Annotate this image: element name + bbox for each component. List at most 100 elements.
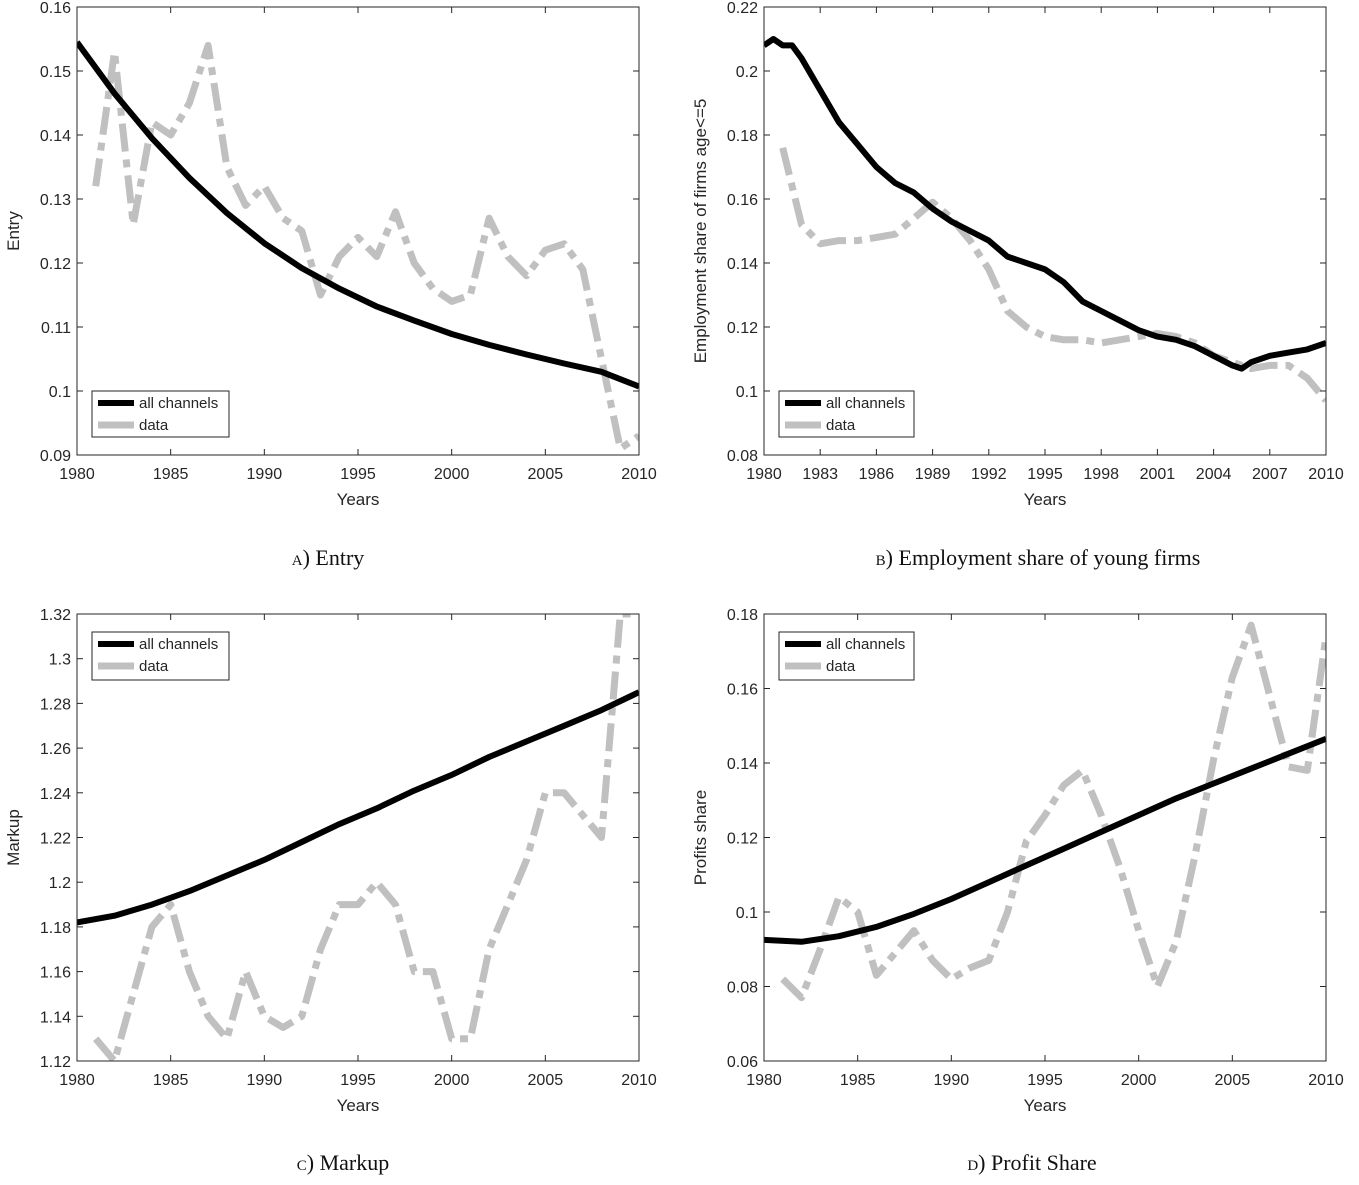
x-tick-label: 2010 (621, 466, 657, 483)
x-tick-label: 1992 (971, 466, 1007, 483)
caption-c-text: Markup (319, 1150, 390, 1175)
caption-a-text: Entry (315, 545, 365, 570)
legend: all channels data (91, 390, 230, 438)
y-tick-label: 0.18 (727, 128, 758, 145)
y-tick-label: 1.26 (40, 741, 71, 758)
y-tick-label: 1.22 (40, 831, 71, 848)
y-tick-label: 1.18 (40, 920, 71, 937)
series-line-data (779, 146, 1326, 403)
caption-c: c) Markup (296, 1150, 390, 1175)
y-axis-label: Markup (4, 809, 23, 866)
y-tick-label: 0.2 (736, 64, 758, 81)
y-tick-label: 0.12 (40, 256, 71, 273)
x-axis-label: Years (1024, 1096, 1067, 1115)
legend-box (91, 631, 230, 681)
x-tick-label: 1983 (802, 466, 838, 483)
series-line-all-channels (764, 736, 1326, 945)
caption-a: a) Entry (291, 545, 365, 570)
y-tick-label: 0.16 (40, 0, 71, 17)
legend: all channels data (778, 631, 915, 681)
y-tick-label: 0.1 (736, 905, 758, 922)
x-tick-label: 1980 (746, 466, 782, 483)
y-tick-label: 0.08 (727, 980, 758, 997)
legend-label: data (139, 658, 169, 675)
y-tick-label: 0.12 (727, 320, 758, 337)
y-tick-label: 1.24 (40, 786, 71, 803)
x-tick-label: 1980 (59, 1072, 95, 1089)
legend-label: data (826, 417, 856, 434)
y-tick-label: 0.15 (40, 64, 71, 81)
x-tick-label: 2007 (1252, 466, 1288, 483)
y-tick-label: 1.3 (49, 652, 71, 669)
y-tick-label: 1.2 (49, 875, 71, 892)
caption-b-letter: b (875, 545, 886, 570)
legend-box (91, 390, 230, 438)
axes-box (76, 613, 640, 1062)
x-tick-label: 1995 (340, 466, 376, 483)
x-tick-label: 2005 (528, 1072, 564, 1089)
x-tick-label: 1985 (840, 1072, 876, 1089)
x-tick-label: 1980 (746, 1072, 782, 1089)
series-group (764, 621, 1326, 1002)
y-tick-label: 0.1 (736, 384, 758, 401)
series-line-all-channels (77, 689, 639, 926)
series-line-all-channels (77, 40, 639, 390)
x-axis-label: Years (337, 490, 380, 509)
caption-d-letter: d (967, 1150, 979, 1175)
x-tick-label: 2005 (528, 466, 564, 483)
x-tick-label: 1990 (934, 1072, 970, 1089)
x-tick-label: 1985 (153, 466, 189, 483)
y-tick-label: 1.14 (40, 1009, 71, 1026)
y-tick-label: 0.14 (727, 756, 758, 773)
x-tick-label: 2004 (1196, 466, 1232, 483)
y-tick-label: 1.12 (40, 1054, 71, 1071)
y-tick-label: 0.22 (727, 0, 758, 17)
y-tick-label: 0.16 (727, 192, 758, 209)
x-tick-label: 2000 (434, 1072, 470, 1089)
axes-box (76, 6, 640, 456)
y-tick-label: 0.12 (727, 831, 758, 848)
legend-label: all channels (826, 395, 905, 412)
x-tick-label: 1995 (340, 1072, 376, 1089)
legend-label: data (139, 417, 169, 434)
y-tick-label: 1.32 (40, 607, 71, 624)
x-tick-label: 1998 (1083, 466, 1119, 483)
series-line-all-channels (764, 36, 1326, 372)
x-tick-label: 2000 (434, 466, 470, 483)
x-tick-label: 1980 (59, 466, 95, 483)
chart-markup: 1980 1985 1990 1995 2000 2005 2010 1.12 1.14 1.16… (4, 607, 657, 1115)
y-tick-label: 0.09 (40, 448, 71, 465)
legend-label: all channels (826, 636, 905, 653)
x-tick-label: 1990 (247, 1072, 283, 1089)
series-group (764, 36, 1326, 403)
x-tick-label: 1989 (915, 466, 951, 483)
axes-box (763, 613, 1327, 1062)
legend: all channels data (778, 390, 915, 438)
y-axis-label: Employment share of firms age<=5 (691, 99, 710, 364)
legend-label: all channels (139, 636, 218, 653)
y-axis-label: Profits share (691, 790, 710, 885)
y-tick-label: 0.11 (41, 320, 71, 337)
x-tick-label: 1995 (1027, 1072, 1063, 1089)
series-line-data (780, 621, 1326, 1002)
x-axis-label: Years (1024, 490, 1067, 509)
caption-d-text: Profit Share (990, 1150, 1097, 1175)
y-tick-label: 0.14 (727, 256, 758, 273)
y-tick-label: 1.28 (40, 696, 71, 713)
x-tick-label: 1985 (153, 1072, 189, 1089)
y-tick-label: 0.1 (49, 384, 71, 401)
x-tick-label: 1990 (247, 466, 283, 483)
y-tick-label: 0.06 (727, 1054, 758, 1071)
legend-box (778, 631, 915, 681)
y-tick-label: 0.08 (727, 448, 758, 465)
caption-c-letter: c (296, 1150, 307, 1175)
x-tick-label: 2000 (1121, 1072, 1157, 1089)
x-tick-label: 2010 (1308, 1072, 1344, 1089)
y-tick-label: 0.13 (40, 192, 71, 209)
chart-young-firms: 1980 1983 1986 1989 1992 1995 1998 2001 2004 2007… (691, 0, 1344, 509)
x-tick-label: 1995 (1027, 466, 1063, 483)
caption-d: d) Profit Share (967, 1150, 1097, 1175)
series-group (77, 40, 639, 453)
